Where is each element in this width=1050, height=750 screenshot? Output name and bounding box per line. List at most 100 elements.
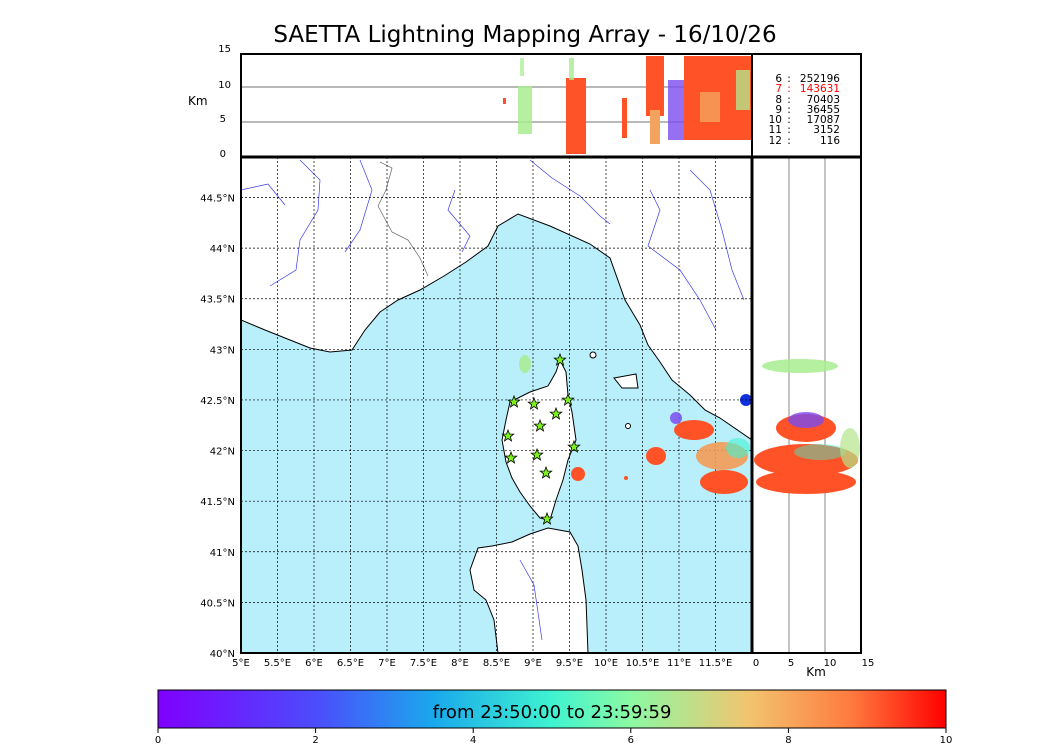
- lat-tick-label: 40.5°N: [200, 598, 235, 609]
- sardinia-island: [469, 527, 589, 653]
- count-separator: :: [787, 124, 791, 137]
- lon-tick-label: 9°E: [524, 658, 542, 669]
- colorbar-tick-label: 8: [785, 735, 791, 746]
- count-row: 10: 17087: [756, 114, 860, 127]
- lat-tick-label: 44°N: [210, 244, 235, 255]
- colorbar-gradient: [157, 689, 947, 729]
- station-star-icon: [527, 396, 541, 410]
- side-xtick: 15: [862, 658, 875, 669]
- flash-cluster-violet: [670, 412, 682, 424]
- lon-tick-label: 8.5°E: [483, 658, 510, 669]
- count-level: 8: [775, 93, 782, 106]
- colorbar-tick-label: 2: [312, 735, 318, 746]
- lon-tick-label: 10°E: [594, 658, 618, 669]
- lat-tick-label: 41.5°N: [200, 497, 235, 508]
- count-row: 12: 116: [756, 134, 860, 147]
- lon-tick-label: 7.5°E: [410, 658, 437, 669]
- colorbar-label: from 23:50:00 to 23:59:59: [432, 702, 672, 723]
- count-separator: :: [787, 93, 791, 106]
- altitude-scatter: [503, 56, 752, 154]
- colorbar-ticks: 0 2 4 6 8 10: [155, 728, 953, 746]
- side-cluster-green-2: [840, 428, 860, 468]
- station-star-icon: [553, 352, 567, 366]
- elba-island: [613, 373, 639, 389]
- altitude-counts-table: 6:252196 7:143631 8:70403 9:36455 10:17087 11…: [756, 73, 860, 147]
- lat-tick-label: 42°N: [210, 447, 235, 458]
- count-level: 6: [775, 73, 782, 85]
- station-star-icon: [539, 465, 553, 479]
- mainland-landmass: [241, 157, 752, 441]
- side-panel: 0 5 10 15 Km: [241, 155, 875, 679]
- colorbar-tick-label: 6: [628, 735, 634, 746]
- colorbar: 0 2 4 6 8 10: [155, 689, 953, 746]
- alt-cluster-green-top: [520, 58, 524, 76]
- alt-ytick: 15: [218, 44, 231, 55]
- count-separator: :: [787, 83, 791, 96]
- small-island: [625, 423, 631, 429]
- lon-tick-label: 6.5°E: [337, 658, 364, 669]
- side-cluster-teal: [794, 444, 846, 460]
- side-xtick: 10: [824, 658, 837, 669]
- station-star-icon: [567, 439, 581, 453]
- side-xtick: 5: [788, 658, 794, 669]
- lat-tick-label: 40°N: [210, 649, 235, 660]
- national-border: [377, 161, 429, 277]
- alt-ytick: 10: [218, 80, 231, 91]
- alt-ytick: 5: [220, 114, 226, 125]
- count-separator: :: [787, 114, 791, 127]
- count-value: 36455: [806, 103, 840, 116]
- lon-tick-label: 11°E: [667, 658, 691, 669]
- count-row: 11: 3152: [756, 124, 860, 137]
- lon-tick-label: 7°E: [378, 658, 396, 669]
- map-lightning-scatter: [519, 355, 750, 494]
- side-xtick: 0: [753, 658, 759, 669]
- station-markers: [501, 352, 581, 525]
- figure-title: SAETTA Lightning Mapping Array - 16/10/2…: [273, 22, 777, 48]
- station-star-icon: [507, 394, 521, 408]
- station-star-icon: [530, 447, 544, 461]
- flash-cluster-north: [519, 355, 531, 373]
- colorbar-tick-label: 0: [155, 735, 161, 746]
- colorbar-tick-label: 4: [470, 735, 476, 746]
- station-star-icon: [561, 392, 575, 406]
- count-level: 7: [775, 83, 782, 96]
- alt-ytick: 0: [220, 149, 226, 160]
- side-cluster-violet: [788, 412, 824, 428]
- count-value: 143631: [799, 83, 840, 96]
- flash-cluster-mid: [646, 447, 666, 465]
- count-row: 6:252196: [756, 73, 860, 85]
- lat-tick-label: 43.5°N: [200, 295, 235, 306]
- side-cluster-2: [754, 444, 858, 476]
- side-cluster-3: [756, 470, 856, 494]
- alt-cluster-small: [622, 98, 627, 138]
- rivers: [241, 159, 745, 641]
- count-value: 116: [819, 134, 840, 147]
- alt-cluster-green-2: [569, 58, 574, 80]
- station-star-icon: [501, 428, 515, 442]
- lat-tick-label: 43°N: [210, 345, 235, 356]
- side-scatter: [754, 359, 860, 494]
- alt-cluster-green: [518, 86, 532, 134]
- count-level: 12: [768, 134, 782, 147]
- map-panel: 5°E 5.5°E 6°E 6.5°E 7°E 7.5°E 8°E 8.5°E 9°E 9.5°E…: [200, 156, 753, 669]
- flash-cluster-dot: [624, 476, 628, 480]
- longitude-ticks: 5°E 5.5°E 6°E 6.5°E 7°E 7.5°E 8°E 8.5°E 9°E 9.5°E…: [232, 658, 732, 669]
- count-level: 11: [768, 124, 782, 137]
- lon-tick-label: 10.5°E: [626, 658, 660, 669]
- lon-tick-label: 9.5°E: [556, 658, 583, 669]
- lat-tick-label: 41°N: [210, 548, 235, 559]
- lon-tick-label: 6°E: [305, 658, 323, 669]
- colorbar-tick-label: 10: [940, 735, 953, 746]
- count-level: 10: [768, 114, 782, 127]
- alt-cluster-east-2c: [736, 70, 750, 110]
- altitude-panel: Km 15 10 5 0: [188, 44, 862, 160]
- count-row: 8: 70403: [756, 93, 860, 106]
- count-row: 7:143631: [756, 83, 860, 96]
- count-value: 252196: [799, 73, 840, 85]
- side-xlabel: Km: [806, 665, 826, 679]
- count-separator: :: [787, 73, 791, 85]
- lon-tick-label: 8°E: [451, 658, 469, 669]
- count-value: 70403: [806, 93, 840, 106]
- lat-tick-label: 42.5°N: [200, 396, 235, 407]
